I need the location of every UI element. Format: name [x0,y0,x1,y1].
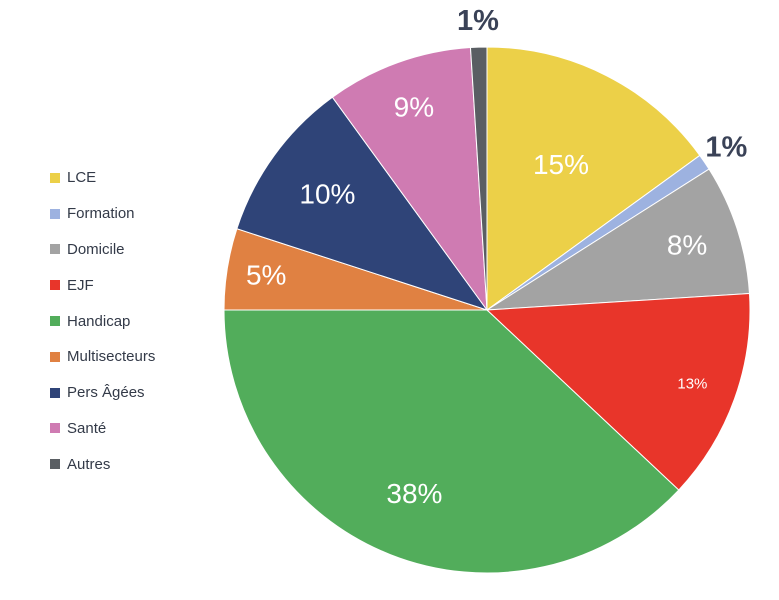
pie-slice [486,168,751,311]
legend-label: Handicap [67,312,131,330]
legend-swatch [50,172,60,183]
pie-slice [469,46,488,311]
data-label: 10% [299,179,355,210]
legend-label: Pers Âgées [67,384,145,402]
legend-item: LCE [50,160,155,196]
legend-label: Santé [67,419,107,437]
legend-item: Santé [50,411,155,447]
legend-item: Autres [50,446,155,482]
data-label: 13% [677,375,707,392]
pie-slice [236,96,489,311]
legend-swatch [50,280,60,291]
legend-swatch [50,459,60,470]
legend-swatch [50,387,60,398]
legend-item: Pers Âgées [50,375,155,411]
legend-label: Domicile [67,240,125,258]
legend-label: Autres [67,455,111,473]
legend-swatch [50,208,60,219]
data-label: 8% [667,230,707,261]
data-label: 15% [533,149,589,180]
data-label: 1% [457,5,499,37]
pie-slice [331,46,488,312]
legend-item: EJF [50,267,155,303]
legend-item: Handicap [50,303,155,339]
legend-item: Formation [50,196,155,232]
data-label: 5% [246,260,286,291]
legend-swatch [50,244,60,255]
legend-label: LCE [67,169,97,187]
legend-swatch [50,351,60,362]
pie-slice [485,292,751,491]
legend-swatch [50,423,60,434]
legend-item: Multisecteurs [50,339,155,375]
legend-label: Multisecteurs [67,348,156,366]
data-label: 38% [386,478,442,509]
legend-item: Domicile [50,232,155,268]
pie-slice [486,46,701,311]
legend-swatch [50,316,60,327]
legend-label: Formation [67,205,135,223]
pie-slice [223,309,680,574]
data-label: 1% [705,131,747,163]
legend-label: EJF [67,276,94,294]
data-label: 9% [394,92,434,123]
chart-legend: LCE Formation Domicile EJF Handicap Multisect… [50,160,155,482]
